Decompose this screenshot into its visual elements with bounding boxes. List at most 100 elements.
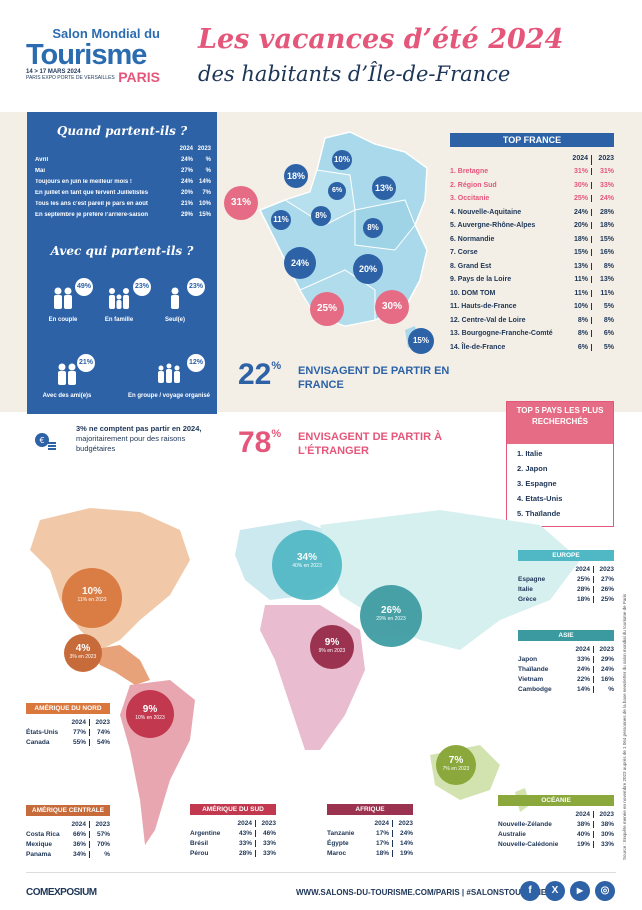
france-bubble-occitanie: 25% xyxy=(310,292,344,326)
euro-coins-icon: € xyxy=(35,433,56,450)
top-france-row: 1. Bretagne 31% 31% xyxy=(450,165,614,179)
stat-france-value: 22 xyxy=(238,358,272,391)
region-row-label: Tanzanie xyxy=(327,829,355,837)
who-family-pct: 23% xyxy=(133,278,151,296)
youtube-icon[interactable]: ▶ xyxy=(570,881,590,901)
facebook-icon[interactable]: f xyxy=(520,881,540,901)
world-bubble-afrique: 9% 9% en 2023 xyxy=(310,625,354,669)
france-bubble-region-sud: 30% xyxy=(375,290,409,324)
world-bubble-asie: 26% 29% en 2023 xyxy=(360,585,422,647)
region-col-2023: 2023 xyxy=(398,819,413,827)
region-row-2024: 28% xyxy=(572,585,594,593)
not-leaving-text: 3% ne comptent pas partir en 2024, major… xyxy=(76,424,221,454)
region-row-label: Australie xyxy=(498,830,526,838)
when-row: Avril 24%% xyxy=(35,154,211,165)
when-row-2023: % xyxy=(205,156,211,163)
world-bubble-amerique-centrale-pct: 4% xyxy=(75,643,91,654)
top-france-row-label: 14. Île-de-France xyxy=(450,343,506,351)
region-row-2024: 28% xyxy=(234,849,256,857)
region-row-2024: 77% xyxy=(68,728,90,736)
table-afrique: AFRIQUE 2024 2023 Tanzanie 17% 24% Égypte 17% 14… xyxy=(327,804,413,858)
region-table-row: Canada 55% 54% xyxy=(26,737,110,747)
france-bubble-ile-de-france: 6% xyxy=(328,182,346,200)
region-row-2024: 34% xyxy=(68,850,90,858)
top-france-row-2023: 6% xyxy=(603,330,614,338)
region-row-2023: 24% xyxy=(600,665,614,673)
region-row-label: Espagne xyxy=(518,575,546,583)
region-row-2023: 29% xyxy=(600,655,614,663)
world-bubble-europe-sub: 40% en 2023 xyxy=(292,563,322,569)
top-france-row: 7. Corse 15% 16% xyxy=(450,246,614,260)
top-france-heading: TOP FRANCE xyxy=(450,133,614,147)
footer-website-link[interactable]: WWW.SALONS-DU-TOURISME.COM/PARIS | #SALO… xyxy=(296,888,547,897)
world-bubble-oceanie-sub: 7% en 2023 xyxy=(442,766,470,772)
when-row-label: Toujours en juin le meilleur mois ! xyxy=(35,178,132,185)
top-france-row: 6. Normandie 18% 15% xyxy=(450,233,614,247)
region-row-2023: % xyxy=(608,685,614,693)
who-alone: Seul(e) 23% xyxy=(145,278,205,323)
region-table-row: Tanzanie 17% 24% xyxy=(327,828,413,838)
top-france-row-2023: 5% xyxy=(603,343,614,351)
region-row-2024: 17% xyxy=(371,839,393,847)
instagram-icon[interactable]: ◎ xyxy=(595,881,615,901)
top-france-row-2024: 13% xyxy=(570,262,592,270)
region-table-years: 2024 2023 xyxy=(327,818,413,828)
top-france-row-2024: 31% xyxy=(570,168,592,176)
table-amerique-nord: AMÉRIQUE DU NORD 2024 2023 États-Unis 77% 74%… xyxy=(26,703,110,747)
when-heading: Quand partent-ils ? xyxy=(56,124,188,138)
when-col-2023: 2023 xyxy=(197,146,211,152)
region-table-heading: AFRIQUE xyxy=(327,804,413,815)
france-bubble-nouvelle-aquitaine: 24% xyxy=(284,247,316,279)
top-france-row-label: 3. Occitanie xyxy=(450,195,490,203)
region-table-row: Mexique 36% 70% xyxy=(26,839,110,849)
top-france-row-2023: 33% xyxy=(599,181,614,189)
who-friends: Avec des ami(e)s 21% xyxy=(37,354,97,399)
top-france-row: 3. Occitanie 25% 24% xyxy=(450,192,614,206)
region-row-2023: 70% xyxy=(96,840,110,848)
region-row-2023: 54% xyxy=(96,738,110,746)
footer-divider xyxy=(26,872,616,873)
when-row-2023: 7% xyxy=(202,189,211,196)
world-bubble-oceanie: 7% 7% en 2023 xyxy=(436,745,476,785)
region-row-2024: 33% xyxy=(234,839,256,847)
world-bubble-amerique-sud-pct: 9% xyxy=(142,704,158,715)
world-bubble-amerique-centrale-sub: 3% en 2023 xyxy=(69,654,97,660)
world-bubble-afrique-pct: 9% xyxy=(324,637,340,648)
region-col-2024: 2024 xyxy=(572,810,594,818)
region-row-label: Vietnam xyxy=(518,675,544,683)
region-row-2023: 30% xyxy=(600,830,614,838)
france-bubble-normandie: 18% xyxy=(284,164,308,188)
region-table-row: Maroc 18% 19% xyxy=(327,848,413,858)
when-row-label: Avril xyxy=(35,156,49,163)
table-amerique-sud: AMÉRIQUE DU SUD 2024 2023 Argentine 43% 46% Br… xyxy=(190,804,276,858)
when-header-row: 2024 2023 xyxy=(35,144,211,154)
world-bubble-amerique-sud-sub: 10% en 2023 xyxy=(135,715,165,721)
who-couple-pct: 49% xyxy=(75,278,93,296)
top-france-row: 2. Région Sud 30% 33% xyxy=(450,179,614,193)
top-france-row-2024: 25% xyxy=(570,195,592,203)
who-heading: Avec qui partent-ils ? xyxy=(50,244,194,258)
top5-list: 1. Italie 2. Japon 3. Espagne 4. Etats-U… xyxy=(507,444,613,529)
world-bubble-amerique-centrale: 4% 3% en 2023 xyxy=(64,634,102,672)
top-france-table: TOP FRANCE 2024 2023 1. Bretagne 31% 31% 2.… xyxy=(450,133,614,354)
person-icon xyxy=(171,287,179,309)
x-twitter-icon[interactable]: X xyxy=(545,881,565,901)
top-france-row-2024: 6% xyxy=(570,343,592,351)
region-table-years: 2024 2023 xyxy=(518,564,614,574)
departure-panel: Quand partent-ils ? 2024 2023 Avril 24%% M… xyxy=(27,112,217,414)
top-france-row-2023: 16% xyxy=(599,249,614,257)
region-row-label: Thaïlande xyxy=(518,665,549,673)
when-row-2024: 24% xyxy=(180,156,193,163)
top-france-row-label: 9. Pays de la Loire xyxy=(450,276,512,284)
top-france-row-label: 11. Hauts-de-France xyxy=(450,303,517,311)
region-table-row: Nouvelle-Zélande 38% 38% xyxy=(498,819,614,829)
region-table-years: 2024 2023 xyxy=(518,644,614,654)
region-row-2024: 55% xyxy=(68,738,90,746)
region-table-row: Japon 33% 29% xyxy=(518,654,614,664)
region-row-label: Maroc xyxy=(327,849,347,857)
region-row-2024: 25% xyxy=(572,575,594,583)
france-bubble-pays-de-la-loire: 11% xyxy=(271,210,291,230)
when-row-2023: % xyxy=(205,167,211,174)
region-row-label: Pérou xyxy=(190,849,209,857)
logo-city: PARIS xyxy=(118,69,160,85)
